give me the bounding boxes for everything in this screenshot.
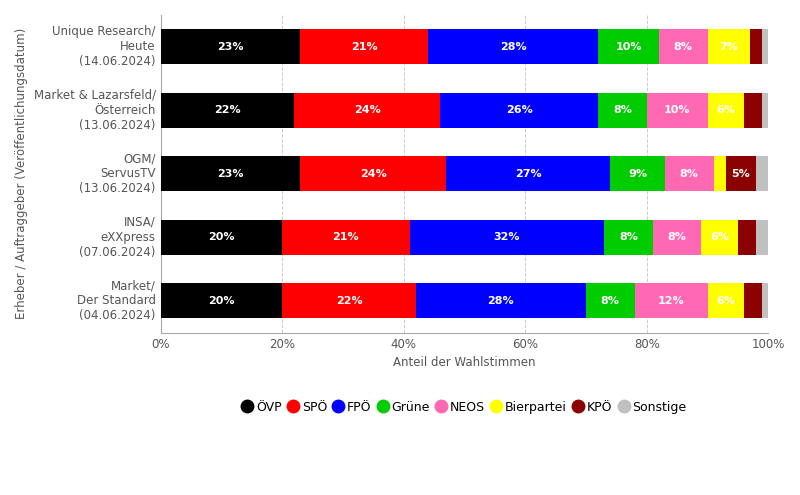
Text: 12%: 12% xyxy=(658,296,684,306)
Bar xyxy=(282,284,416,318)
Bar xyxy=(161,156,300,191)
Text: 10%: 10% xyxy=(664,105,690,115)
Bar xyxy=(586,284,634,318)
Bar xyxy=(750,29,762,64)
Bar xyxy=(707,284,744,318)
Text: 8%: 8% xyxy=(680,169,698,179)
Text: 20%: 20% xyxy=(208,296,234,306)
Bar xyxy=(756,156,768,191)
Text: 28%: 28% xyxy=(500,42,526,52)
X-axis label: Anteil der Wahlstimmen: Anteil der Wahlstimmen xyxy=(393,356,536,369)
Text: 28%: 28% xyxy=(487,296,514,306)
Text: 23%: 23% xyxy=(217,169,244,179)
Text: 27%: 27% xyxy=(515,169,542,179)
Bar xyxy=(598,29,659,64)
Bar xyxy=(659,29,707,64)
Bar xyxy=(707,29,750,64)
Text: 22%: 22% xyxy=(214,105,241,115)
Bar xyxy=(762,284,768,318)
Text: 6%: 6% xyxy=(710,232,729,243)
Bar xyxy=(738,220,756,255)
Bar xyxy=(428,29,598,64)
Text: 24%: 24% xyxy=(354,105,381,115)
Text: 8%: 8% xyxy=(613,105,632,115)
Bar xyxy=(604,220,653,255)
Bar xyxy=(762,29,768,64)
Text: 5%: 5% xyxy=(731,169,750,179)
Bar xyxy=(410,220,604,255)
Text: 21%: 21% xyxy=(333,232,359,243)
Bar xyxy=(610,156,665,191)
Text: 8%: 8% xyxy=(601,296,620,306)
Text: 32%: 32% xyxy=(494,232,520,243)
Bar xyxy=(161,220,282,255)
Bar xyxy=(702,220,738,255)
Text: 6%: 6% xyxy=(716,296,735,306)
Text: 9%: 9% xyxy=(628,169,647,179)
Y-axis label: Erheber / Auftraggeber (Veröffentlichungsdatum): Erheber / Auftraggeber (Veröffentlichung… xyxy=(15,28,28,319)
Bar xyxy=(598,93,646,128)
Bar xyxy=(282,220,410,255)
Text: 26%: 26% xyxy=(506,105,533,115)
Text: 6%: 6% xyxy=(716,105,735,115)
Bar xyxy=(756,220,768,255)
Bar xyxy=(653,220,702,255)
Bar xyxy=(416,284,586,318)
Bar xyxy=(714,156,726,191)
Text: 8%: 8% xyxy=(668,232,686,243)
Bar xyxy=(726,156,756,191)
Text: 7%: 7% xyxy=(719,42,738,52)
Text: 24%: 24% xyxy=(360,169,386,179)
Text: 8%: 8% xyxy=(674,42,693,52)
Bar xyxy=(161,284,282,318)
Bar xyxy=(161,93,294,128)
Text: 20%: 20% xyxy=(208,232,234,243)
Bar xyxy=(300,29,428,64)
Text: 23%: 23% xyxy=(217,42,244,52)
Bar xyxy=(446,156,610,191)
Bar xyxy=(634,284,707,318)
Bar xyxy=(665,156,714,191)
Bar xyxy=(762,93,768,128)
Text: 10%: 10% xyxy=(615,42,642,52)
Bar xyxy=(646,93,707,128)
Bar xyxy=(707,93,744,128)
Bar xyxy=(161,29,300,64)
Bar xyxy=(744,284,762,318)
Text: 22%: 22% xyxy=(336,296,362,306)
Text: 8%: 8% xyxy=(619,232,638,243)
Text: 21%: 21% xyxy=(351,42,378,52)
Bar xyxy=(744,93,762,128)
Legend: ÖVP, SPÖ, FPÖ, Grüne, NEOS, Bierpartei, KPÖ, Sonstige: ÖVP, SPÖ, FPÖ, Grüne, NEOS, Bierpartei, … xyxy=(238,396,691,419)
Bar xyxy=(300,156,446,191)
Bar xyxy=(440,93,598,128)
Bar xyxy=(294,93,440,128)
